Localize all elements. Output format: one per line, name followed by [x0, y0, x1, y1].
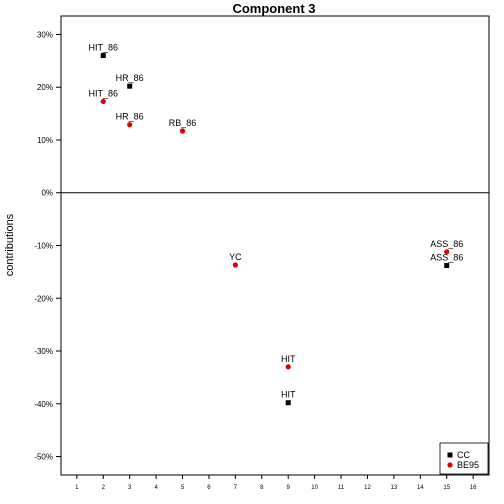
x-tick-label: 14 — [417, 485, 424, 491]
y-tick-label: -20% — [34, 294, 53, 303]
y-axis: 30% 20% 10% 0% -10% -20% -30% -40% -50% — [34, 30, 61, 461]
legend-label: CC — [457, 450, 470, 460]
y-tick-label: 10% — [37, 136, 53, 145]
x-tick-label: 12 — [364, 485, 371, 491]
data-point-cc — [101, 53, 106, 58]
x-tick-label: 11 — [338, 485, 345, 491]
x-tick-label: 9 — [287, 485, 291, 491]
x-tick-label: 7 — [234, 485, 238, 491]
y-tick-label: -40% — [34, 400, 53, 409]
point-label: ASS_86 — [430, 239, 463, 249]
x-tick-label: 3 — [128, 485, 132, 491]
data-point-cc — [286, 400, 291, 405]
y-tick-label: 0% — [41, 189, 53, 198]
y-axis-label: contributions — [4, 213, 16, 276]
data-points: HIT_86 HR_86 HIT ASS_86 HIT_86 HR_86 RB_86 YC HI… — [89, 43, 464, 406]
y-tick-label: 30% — [37, 30, 53, 39]
data-point-be95 — [286, 364, 291, 369]
point-label: HIT — [281, 390, 296, 400]
x-tick-label: 10 — [311, 485, 318, 491]
point-label: HR_86 — [116, 73, 144, 83]
legend-marker-be95 — [447, 462, 452, 467]
data-point-cc — [444, 263, 449, 268]
x-tick-label: 6 — [207, 485, 211, 491]
point-label: HIT — [281, 354, 296, 364]
data-point-be95 — [101, 99, 106, 104]
data-point-be95 — [180, 128, 185, 133]
x-tick-label: 16 — [470, 485, 477, 491]
plot-frame — [61, 16, 489, 475]
y-tick-label: -10% — [34, 242, 53, 251]
data-point-be95 — [444, 249, 449, 254]
chart-title: Component 3 — [232, 1, 315, 16]
x-tick-label: 15 — [443, 485, 450, 491]
point-label: HR_86 — [116, 112, 144, 122]
y-tick-label: -50% — [34, 453, 53, 462]
x-axis: 1 2 3 4 5 6 7 8 9 10 11 12 13 14 15 16 — [75, 475, 477, 491]
point-label: HIT_86 — [89, 88, 119, 98]
data-point-cc — [127, 84, 132, 89]
point-label: HIT_86 — [89, 43, 119, 53]
point-label: RB_86 — [169, 118, 197, 128]
x-tick-label: 1 — [75, 485, 79, 491]
x-tick-label: 13 — [391, 485, 398, 491]
data-point-be95 — [233, 262, 238, 267]
point-label: YC — [229, 252, 242, 262]
x-tick-label: 8 — [260, 485, 264, 491]
x-tick-label: 2 — [102, 485, 106, 491]
legend-marker-cc — [448, 453, 453, 458]
y-tick-label: 20% — [37, 83, 53, 92]
y-tick-label: -30% — [34, 347, 53, 356]
x-tick-label: 4 — [154, 485, 158, 491]
legend-label: BE95 — [457, 460, 479, 470]
data-point-be95 — [127, 122, 132, 127]
x-tick-label: 5 — [181, 485, 185, 491]
